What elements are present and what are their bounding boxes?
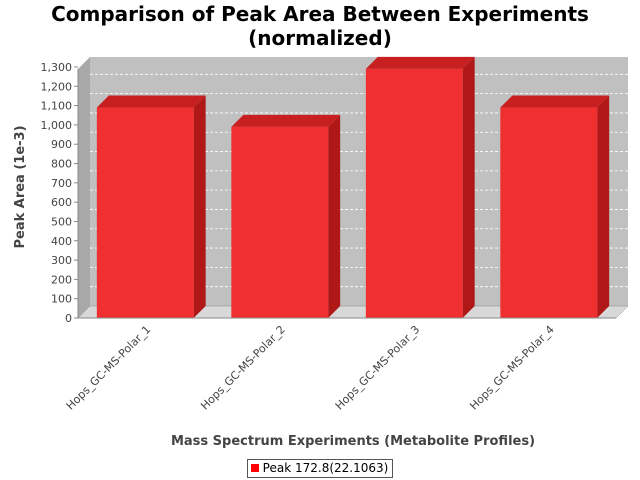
axes <box>77 69 616 319</box>
bar-front-2 <box>231 126 329 318</box>
chart-title-line-1: Comparison of Peak Area Between Experime… <box>51 2 589 26</box>
y-tick-label-12: 1,200 <box>41 80 73 93</box>
x-axis-ticks: Hops_GC-MS-Polar_1 Hops_GC-MS-Polar_2 Hops… <box>64 323 557 413</box>
bar-front-1 <box>96 107 194 319</box>
bar-3 <box>365 56 475 318</box>
y-tick-label-6: 600 <box>51 196 72 209</box>
plot-left-wall <box>78 57 90 318</box>
bar-4 <box>500 95 610 319</box>
x-tick-label-3: Hops_GC-MS-Polar_3 <box>333 323 423 413</box>
plot-back-wall <box>90 57 628 306</box>
x-tick-label-1: Hops_GC-MS-Polar_1 <box>64 323 154 413</box>
legend: Peak 172.8(22.1063) <box>0 457 640 478</box>
legend-box: Peak 172.8(22.1063) <box>246 459 394 478</box>
y-tick-label-9: 900 <box>51 138 72 151</box>
y-axis-ticks: 0 100 200 300 400 500 600 700 800 900 1,000 1,100 1,… <box>41 61 78 325</box>
y-tick-label-2: 200 <box>51 273 72 286</box>
bar-side-1 <box>193 95 206 319</box>
bar-top-3 <box>365 56 475 69</box>
legend-label: Peak 172.8(22.1063) <box>262 461 389 475</box>
y-tick-label-1: 100 <box>51 293 72 306</box>
y-tick-label-0: 0 <box>65 312 72 325</box>
bar-side-2 <box>328 114 341 318</box>
x-tick-label-4: Hops_GC-MS-Polar_4 <box>467 323 557 413</box>
y-tick-label-3: 300 <box>51 254 72 267</box>
y-tick-label-8: 800 <box>51 158 72 171</box>
plot-area <box>77 57 629 319</box>
y-tick-label-7: 700 <box>51 177 72 190</box>
bar-1 <box>96 95 206 319</box>
legend-swatch <box>250 464 259 472</box>
x-axis-label: Mass Spectrum Experiments (Metabolite Pr… <box>171 434 535 449</box>
bar-side-3 <box>462 56 475 318</box>
y-tick-label-11: 1,100 <box>41 100 73 113</box>
bar-top-1 <box>96 95 206 108</box>
bar-front-3 <box>365 68 463 318</box>
bar-side-4 <box>597 95 610 319</box>
bar-front-4 <box>500 107 598 319</box>
y-tick-label-4: 400 <box>51 235 72 248</box>
y-tick-label-10: 1,000 <box>41 119 73 132</box>
chart-title-line-2: (normalized) <box>248 26 392 50</box>
y-tick-label-5: 500 <box>51 215 72 228</box>
x-tick-label-2: Hops_GC-MS-Polar_2 <box>198 323 288 413</box>
y-tick-label-13: 1,300 <box>41 61 73 74</box>
bar-top-2 <box>231 114 341 127</box>
chart-title: Comparison of Peak Area Between Experime… <box>0 2 640 50</box>
bars <box>96 56 610 319</box>
y-axis-label: Peak Area (1e-3) <box>13 125 28 248</box>
bar-2 <box>231 114 341 318</box>
bar-top-4 <box>500 95 610 108</box>
